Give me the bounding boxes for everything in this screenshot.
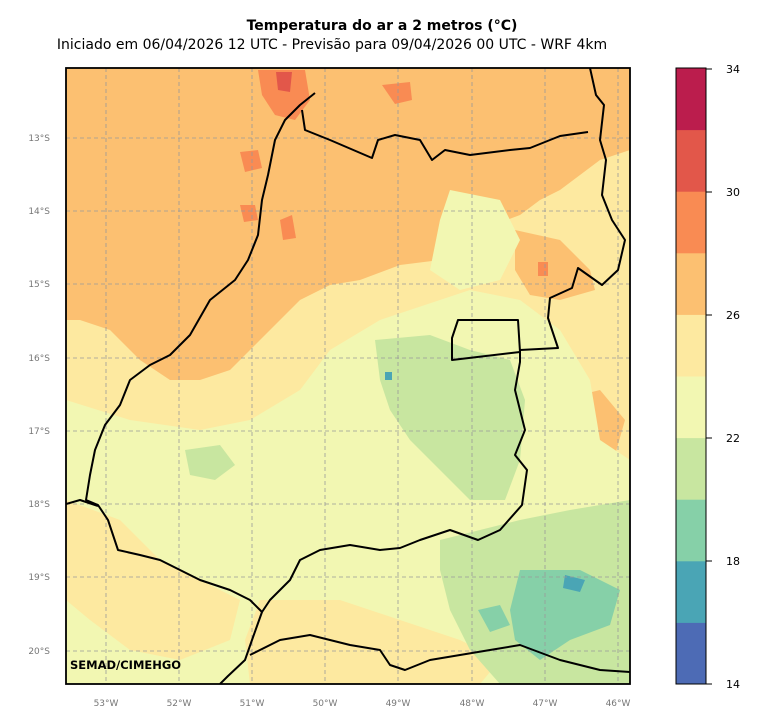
lon-label-53w: 53°W — [94, 699, 119, 709]
goias-border — [85, 68, 626, 613]
lat-label-14s: 14°S — [28, 207, 50, 217]
lon-label-50w: 50°W — [313, 699, 338, 709]
mt-border — [66, 499, 99, 507]
lat-label-17s: 17°S — [28, 427, 50, 437]
colorbar-segment-18-20 — [676, 499, 706, 562]
lon-label-46w: 46°W — [606, 699, 631, 709]
lon-label-48w: 48°W — [460, 699, 485, 709]
lat-label-16s: 16°S — [28, 354, 50, 364]
field-28-30-c — [240, 150, 262, 172]
field-18-20 — [510, 570, 620, 660]
colorbar — [676, 68, 706, 685]
field-26-28-east — [515, 230, 595, 300]
graticule — [66, 68, 630, 684]
colorbar-segment-16-18 — [676, 560, 706, 623]
lon-label-49w: 49°W — [386, 699, 411, 709]
map-frame — [65, 67, 631, 685]
ms-border — [219, 611, 263, 684]
field-28-30-d — [240, 205, 258, 222]
field-16-18 — [563, 575, 585, 592]
colorbar-label-22: 22 — [726, 432, 740, 445]
map-subtitle: Iniciado em 06/04/2026 12 UTC - Previsão… — [56, 37, 608, 53]
colorbar-segment-20-22 — [676, 437, 706, 500]
field-26-28-north — [66, 68, 630, 380]
colorbar-segment-32-34 — [676, 68, 706, 131]
colorbar-segment-26-28 — [676, 252, 706, 315]
temperature-field — [66, 68, 630, 684]
field-22-24-north — [430, 190, 520, 290]
lon-label-47w: 47°W — [533, 699, 558, 709]
field-18-20-b — [478, 605, 510, 632]
colorbar-label-18: 18 — [726, 555, 740, 568]
field-20-22-center — [375, 335, 525, 500]
map-title: Temperatura do ar a 2 metros (°C) — [246, 18, 518, 34]
colorbar-segment-24-26 — [676, 314, 706, 377]
field-28-30-e — [280, 215, 296, 240]
field-24-26-southwest — [66, 500, 240, 660]
distrito-federal-border — [451, 319, 521, 361]
lon-label-52w: 52°W — [167, 699, 192, 709]
lon-label-51w: 51°W — [240, 699, 265, 709]
lat-label-13s: 13°S — [28, 134, 50, 144]
colorbar-frame — [675, 67, 707, 685]
credit-label: SEMAD/CIMEHGO — [70, 658, 181, 672]
tocantins-border — [301, 109, 589, 161]
lat-label-15s: 15°S — [28, 280, 50, 290]
field-30-32 — [276, 72, 292, 92]
colorbar-label-30: 30 — [726, 186, 740, 199]
lat-label-19s: 19°S — [28, 573, 50, 583]
colorbar-ticks — [706, 68, 712, 685]
field-28-30-f — [538, 262, 548, 276]
field-24-26-south — [245, 600, 500, 684]
field-16-18-b — [385, 372, 392, 380]
colorbar-label-34: 34 — [726, 63, 740, 76]
colorbar-segment-28-30 — [676, 191, 706, 254]
mg-border — [249, 634, 630, 673]
colorbar-label-14: 14 — [726, 678, 740, 691]
colorbar-segment-14-16 — [676, 622, 706, 685]
lat-label-18s: 18°S — [28, 500, 50, 510]
lat-label-20s: 20°S — [28, 647, 50, 657]
colorbar-segment-22-24 — [676, 376, 706, 439]
colorbar-segment-30-32 — [676, 129, 706, 192]
field-20-22-west — [185, 445, 235, 480]
field-28-30-b — [382, 82, 412, 104]
colorbar-label-26: 26 — [726, 309, 740, 322]
state-borders — [66, 68, 630, 684]
